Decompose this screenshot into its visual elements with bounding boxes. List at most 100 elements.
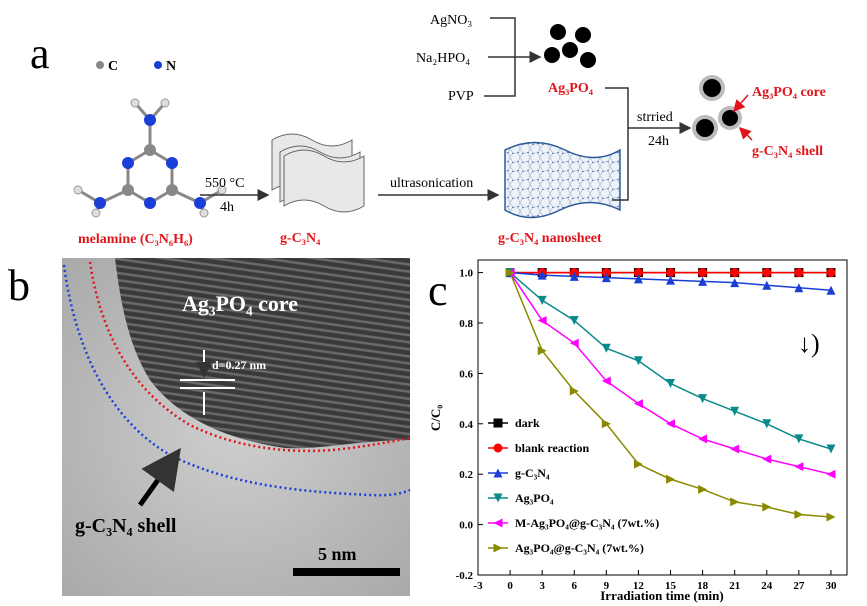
marker xyxy=(826,285,836,295)
marker xyxy=(698,268,708,278)
marker xyxy=(730,268,740,278)
label: melamine (C₃N₆H₆) xyxy=(78,232,193,247)
x-tick-label: 30 xyxy=(825,580,837,592)
marker xyxy=(601,343,611,353)
marker xyxy=(569,315,579,325)
x-tick-label: 27 xyxy=(793,580,805,592)
particles xyxy=(544,24,596,68)
shell-boundary xyxy=(62,264,411,497)
plot-frame xyxy=(477,259,848,576)
x-tick-label: 6 xyxy=(572,580,578,592)
legend-label: C xyxy=(108,59,118,74)
marker xyxy=(569,338,579,348)
marker xyxy=(493,518,503,528)
arrow xyxy=(738,126,753,141)
marker xyxy=(730,278,740,288)
marker xyxy=(569,271,579,281)
legend-label: Ag₃PO₄ xyxy=(515,491,554,505)
marker xyxy=(762,268,772,278)
arrow xyxy=(733,94,749,113)
marker xyxy=(762,419,772,429)
molecule-atoms xyxy=(73,98,227,218)
legend-label: blank reaction xyxy=(515,441,589,455)
marker xyxy=(762,502,772,512)
annotation: ↓) xyxy=(798,329,820,358)
arrow xyxy=(137,447,181,507)
x-tick-label: -3 xyxy=(473,580,483,592)
label: Ag₃PO₄ xyxy=(548,81,594,96)
marker xyxy=(794,462,804,472)
x-axis-label: Irradiation time (min) xyxy=(600,588,723,603)
legend-label: dark xyxy=(515,416,540,430)
label: g-C₃N₄ shell xyxy=(75,515,177,537)
panel-letter: a xyxy=(30,29,50,78)
marker xyxy=(794,268,804,278)
label: PVP xyxy=(448,89,474,104)
marker xyxy=(762,280,772,290)
label: Ag₃PO₄ core xyxy=(752,85,826,100)
marker xyxy=(601,273,611,283)
marker xyxy=(569,386,579,396)
marker xyxy=(666,419,676,429)
marker xyxy=(666,378,676,388)
core-shell xyxy=(692,75,742,141)
y-tick-label: 0.8 xyxy=(459,318,473,330)
atom-icon xyxy=(154,61,162,69)
marker xyxy=(493,418,503,428)
x-tick-label: 9 xyxy=(604,580,610,592)
lattice-marker xyxy=(180,350,235,415)
marker xyxy=(826,444,836,454)
marker xyxy=(730,497,740,507)
x-tick-label: 24 xyxy=(761,580,773,592)
y-tick-label: 0.4 xyxy=(459,419,473,431)
label: AgNO₃ xyxy=(430,13,472,28)
y-tick-label: 0.6 xyxy=(459,368,473,380)
atom-icon xyxy=(96,61,104,69)
marker xyxy=(794,283,804,293)
marker xyxy=(633,399,643,409)
nanosheet xyxy=(504,141,621,219)
label: g-C₃N₄ nanosheet xyxy=(498,231,602,246)
label: g-C₃N₄ xyxy=(280,231,321,246)
marker xyxy=(633,356,643,366)
legend-label: M-Ag₃PO₄@g-C₃N₄ (7wt.%) xyxy=(515,516,659,530)
marker xyxy=(698,276,708,286)
label: ultrasonication xyxy=(390,176,473,191)
marker xyxy=(601,419,611,429)
label: 5 nm xyxy=(318,544,357,564)
sheets xyxy=(271,133,365,213)
legend-label: g-C₃N₄ xyxy=(515,466,550,480)
marker xyxy=(493,468,503,478)
label: 24h xyxy=(648,134,669,149)
label: g-C₃N₄ shell xyxy=(752,144,823,159)
x-tick-label: 3 xyxy=(539,580,545,592)
marker xyxy=(493,443,503,453)
marker xyxy=(537,346,547,356)
x-tick-label: 0 xyxy=(507,580,513,592)
connector xyxy=(605,87,629,201)
marker xyxy=(537,270,547,280)
marker xyxy=(633,268,643,278)
marker xyxy=(633,274,643,284)
marker xyxy=(666,275,676,285)
marker xyxy=(493,493,503,503)
marker xyxy=(537,295,547,305)
marker xyxy=(794,434,804,444)
marker xyxy=(633,459,643,469)
panel-letter: c xyxy=(428,266,448,315)
marker xyxy=(666,474,676,484)
x-tick-label: 18 xyxy=(697,580,709,592)
panel-letter: b xyxy=(8,261,30,310)
legend-label: N xyxy=(166,59,176,74)
x-tick-label: 21 xyxy=(729,580,740,592)
marker xyxy=(666,268,676,278)
x-tick-label: 15 xyxy=(665,580,677,592)
label: d=0.27 nm xyxy=(212,358,266,372)
marker xyxy=(493,543,503,553)
marker xyxy=(730,444,740,454)
marker xyxy=(762,454,772,464)
scale-bar xyxy=(293,568,400,576)
core-region xyxy=(115,258,410,449)
y-tick-label: 0.0 xyxy=(459,520,473,532)
y-tick-label: 0.2 xyxy=(459,469,473,481)
